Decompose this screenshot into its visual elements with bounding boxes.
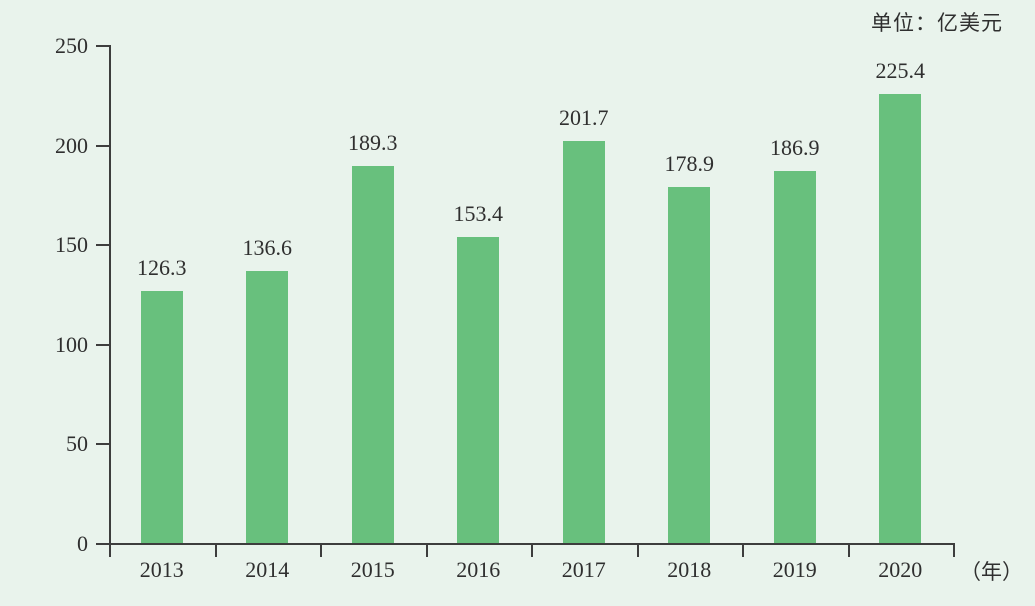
x-axis-category-label: 2014 xyxy=(245,557,290,582)
bar-value-label: 126.3 xyxy=(137,255,187,281)
unit-label: 单位：亿美元 xyxy=(871,11,1003,35)
bar-2016 xyxy=(457,237,500,543)
x-axis-category-label: 2015 xyxy=(350,557,395,582)
year-axis-label: （年） xyxy=(960,560,1023,584)
bar-value-label: 186.9 xyxy=(770,134,820,160)
y-axis-tick xyxy=(96,543,109,545)
y-axis-tick-label: 200 xyxy=(55,132,88,158)
y-axis-tick-label: 0 xyxy=(77,531,88,556)
x-axis-category-label: 2016 xyxy=(456,557,501,582)
x-axis-tick xyxy=(847,545,850,557)
y-axis-tick xyxy=(96,244,109,247)
bar-value-label: 178.9 xyxy=(664,150,715,176)
y-axis-tick-label: 50 xyxy=(66,431,88,457)
x-axis-category-label: 2017 xyxy=(561,557,606,582)
y-axis-tick-label: 150 xyxy=(55,232,88,258)
bar-2019 xyxy=(773,170,816,543)
y-axis-tick-label: 250 xyxy=(55,33,88,58)
x-axis-tick xyxy=(214,545,217,557)
y-axis-tick-label: 100 xyxy=(55,331,88,357)
bar-value-label: 225.4 xyxy=(875,58,926,83)
bar-2020 xyxy=(879,94,922,543)
x-axis-tick xyxy=(636,545,639,557)
x-axis-category-label: 2019 xyxy=(772,557,817,582)
x-axis-line xyxy=(109,543,955,545)
x-axis-tick xyxy=(742,545,744,557)
bar-2013 xyxy=(140,291,183,543)
bar-value-label: 189.3 xyxy=(348,129,398,155)
y-axis-line xyxy=(109,45,111,545)
x-axis-category-label: 2020 xyxy=(878,557,923,582)
y-axis-tick xyxy=(96,45,109,47)
bar-value-label: 153.4 xyxy=(453,201,504,227)
x-axis-tick xyxy=(953,545,955,557)
bar-2014 xyxy=(246,270,289,543)
bar-2015 xyxy=(351,165,394,543)
bar-2018 xyxy=(668,186,711,543)
x-axis-tick xyxy=(531,545,533,557)
bar-2017 xyxy=(562,141,605,543)
x-axis-tick xyxy=(320,545,322,557)
bar-value-label: 136.6 xyxy=(242,234,293,260)
y-axis-tick xyxy=(96,443,109,446)
x-axis-category-label: 2013 xyxy=(139,557,184,582)
bar-value-label: 201.7 xyxy=(559,105,609,131)
y-axis-tick xyxy=(96,144,109,147)
y-axis-tick xyxy=(96,343,109,346)
x-axis-category-label: 2018 xyxy=(667,557,712,582)
x-axis-tick xyxy=(109,545,111,557)
x-axis-tick xyxy=(425,545,428,557)
